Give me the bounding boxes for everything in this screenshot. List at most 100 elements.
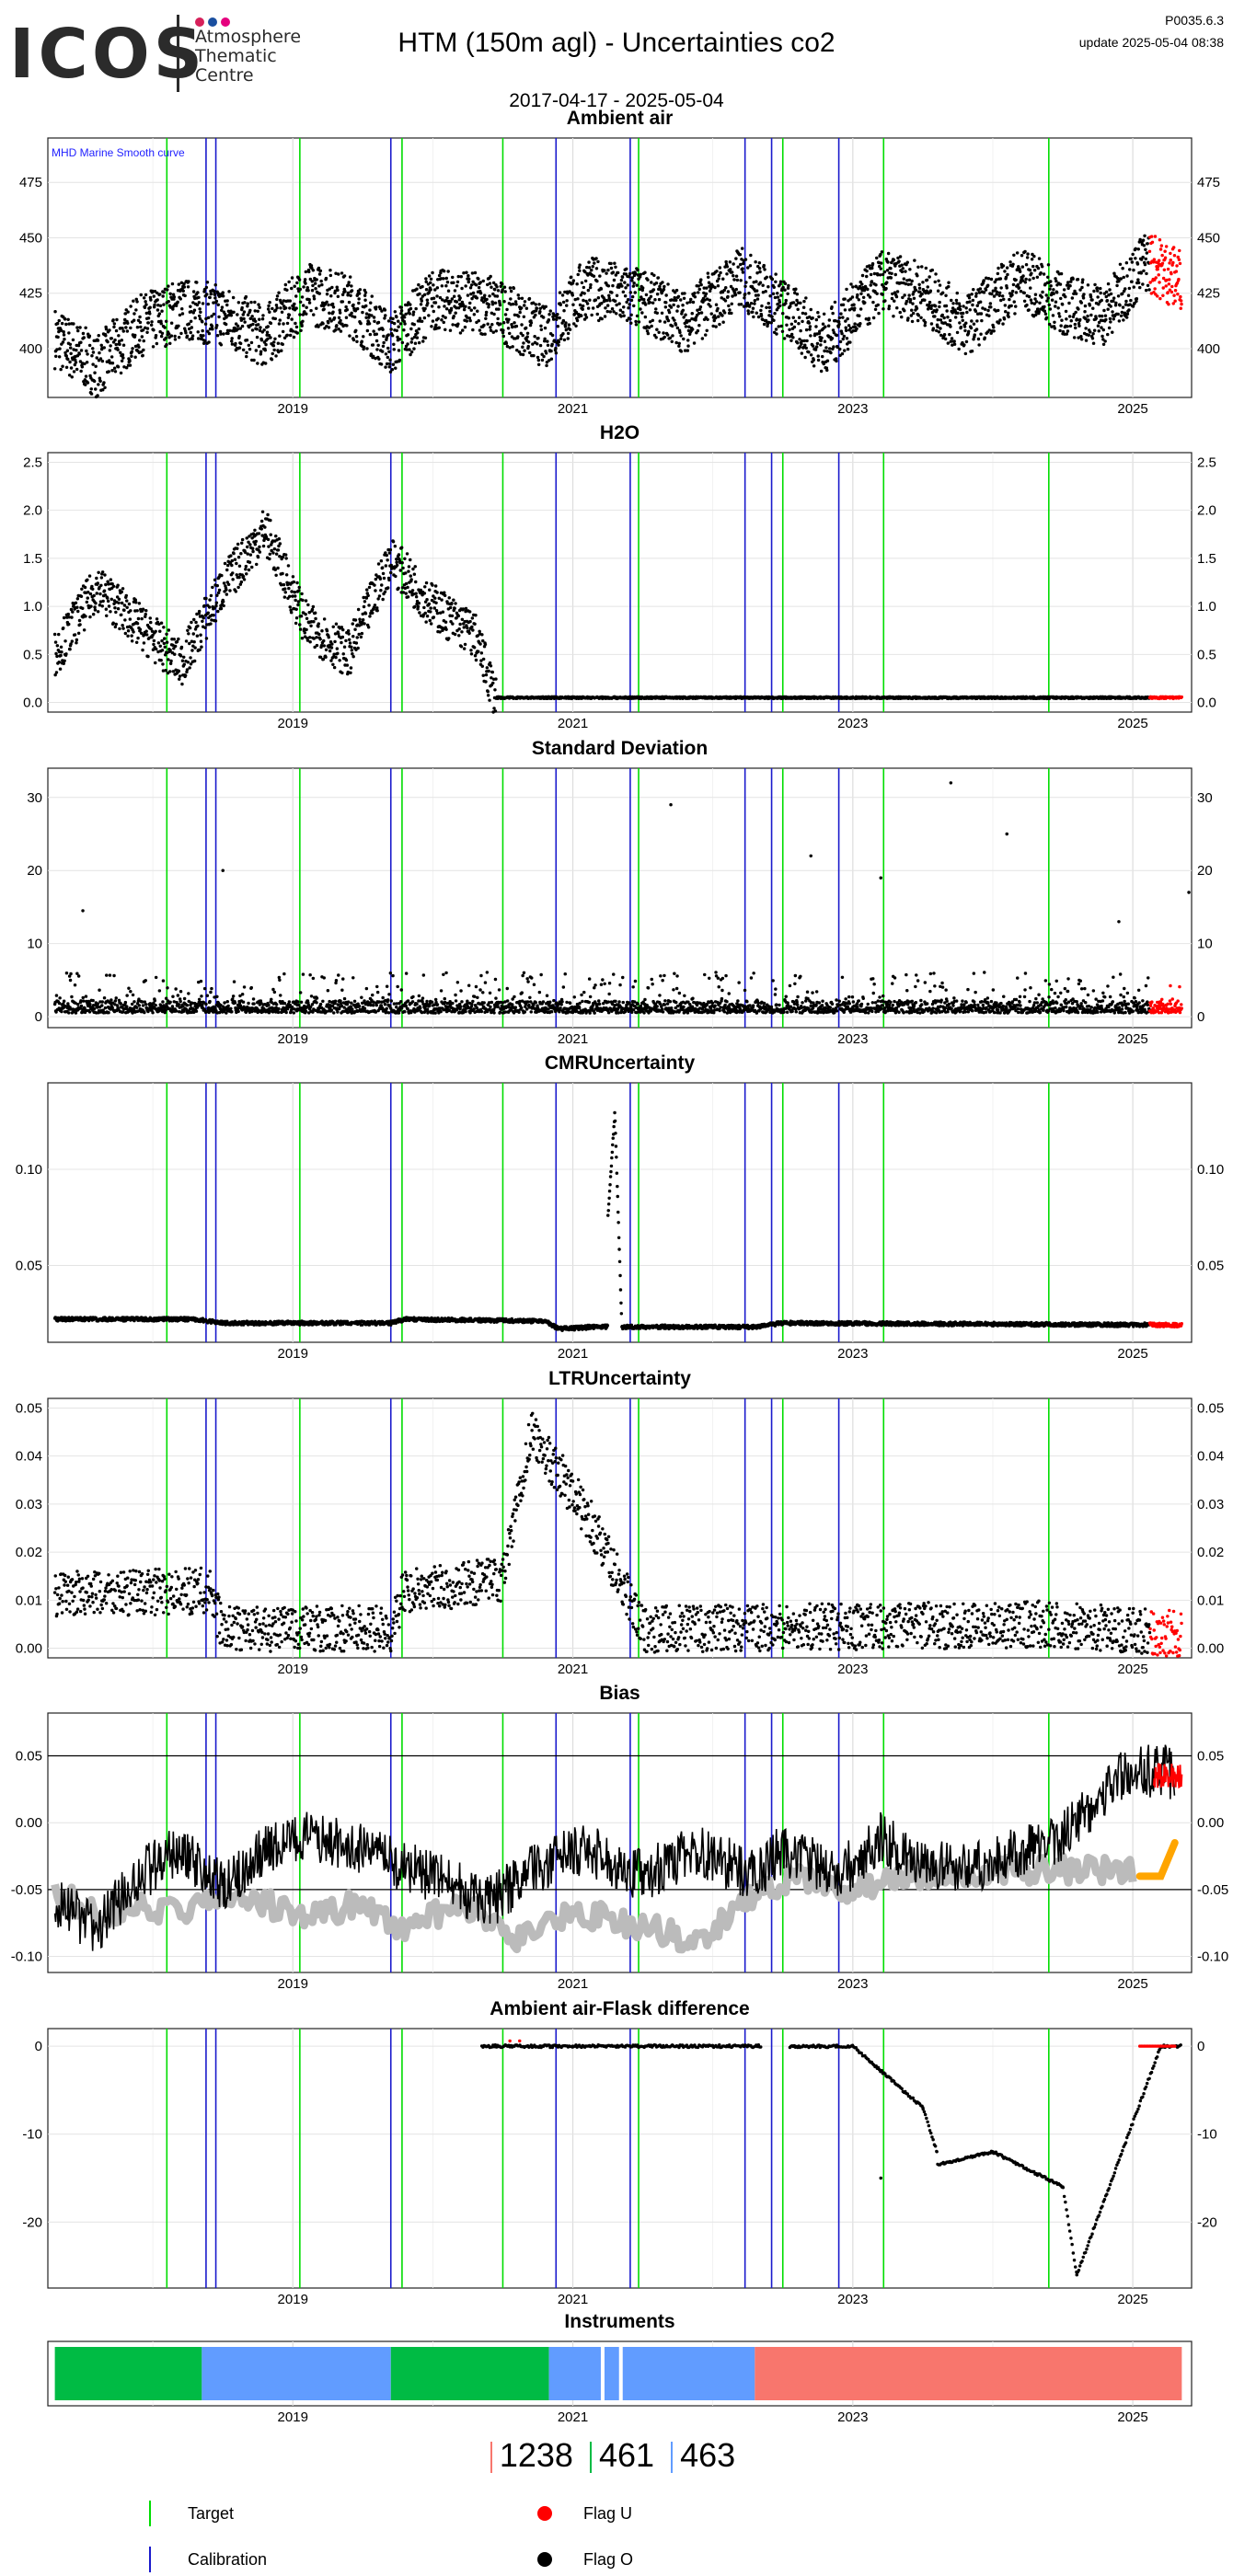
instrument-gap xyxy=(618,2347,623,2400)
x-tick-label: 2023 xyxy=(837,1346,868,1362)
panel-title: LTRUncertainty xyxy=(548,1368,691,1389)
instrument-gap xyxy=(600,2347,605,2400)
logo-word: ICOS xyxy=(9,15,207,94)
flag-u-points xyxy=(1147,983,1183,1015)
legend-calibration: Calibration xyxy=(188,2550,268,2569)
flag-u-points xyxy=(1148,1608,1183,1658)
y-tick-label: 1.5 xyxy=(23,551,42,567)
x-tick-label: 2025 xyxy=(1117,716,1147,731)
x-tick-label: 2019 xyxy=(278,716,308,731)
y-tick-label: 0.00 xyxy=(16,1815,42,1831)
y-tick-label: 0.5 xyxy=(23,647,42,662)
y-tick-label-right: 0.05 xyxy=(1197,1400,1224,1416)
y-tick-label: 0 xyxy=(35,1009,42,1025)
version-label: P0035.6.3 xyxy=(1165,13,1224,28)
y-tick-label: -0.05 xyxy=(11,1882,42,1898)
y-tick-label-right: 2.5 xyxy=(1197,454,1216,470)
y-tick-label: 2.5 xyxy=(23,454,42,470)
date-range: 2017-04-17 - 2025-05-04 xyxy=(509,90,724,111)
instrument-segment xyxy=(755,2347,1182,2400)
logo-dot xyxy=(208,17,217,27)
chart-panel-1: H2O 2019 2021 2023 2025 0.0 0.0 0.5 0.5 1.0 1.0 1.5… xyxy=(23,422,1216,731)
y-tick-label-right: 0.02 xyxy=(1197,1545,1224,1560)
x-tick-label: 2025 xyxy=(1117,401,1147,417)
x-tick-label: 2025 xyxy=(1117,1031,1147,1047)
instrument-counts: 1238 461 463 xyxy=(0,2436,1233,2475)
panel-frame xyxy=(47,452,1193,713)
y-tick-label-right: 450 xyxy=(1197,230,1220,246)
x-tick-label: 2021 xyxy=(558,2409,588,2425)
flag-o-points xyxy=(52,234,1151,399)
y-tick-label: -10 xyxy=(22,2127,42,2143)
y-tick-label-right: 475 xyxy=(1197,175,1220,190)
instrument-segment xyxy=(54,2347,202,2400)
y-tick-label: 0.05 xyxy=(16,1400,42,1416)
y-tick-label-right: 0.03 xyxy=(1197,1497,1224,1512)
x-tick-label: 2021 xyxy=(558,2292,588,2307)
y-tick-label-right: 0 xyxy=(1197,2039,1204,2054)
count-marker xyxy=(490,2442,492,2474)
x-tick-label: 2019 xyxy=(278,1346,308,1362)
instrument-segment xyxy=(202,2347,391,2400)
y-tick-label: 475 xyxy=(19,175,42,190)
flag-u-points xyxy=(508,2039,1177,2048)
x-tick-label: 2019 xyxy=(278,2292,308,2307)
logo-text: Atmosphere Thematic Centre xyxy=(195,28,301,86)
panel-title: Standard Deviation xyxy=(532,738,708,759)
flag-o-points xyxy=(52,510,1151,714)
icos-logo: ICOS Atmosphere Thematic Centre xyxy=(9,11,313,94)
x-tick-label: 2021 xyxy=(558,1976,588,1992)
flag-u-points xyxy=(1147,695,1183,701)
y-tick-label-right: 0.04 xyxy=(1197,1449,1224,1465)
y-tick-label-right: -0.10 xyxy=(1197,1949,1228,1965)
logo-dot xyxy=(195,17,204,27)
x-tick-label: 2019 xyxy=(278,1031,308,1047)
x-tick-label: 2023 xyxy=(837,716,868,731)
x-tick-label: 2023 xyxy=(837,2292,868,2307)
x-tick-label: 2025 xyxy=(1117,1976,1147,1992)
y-tick-label-right: -10 xyxy=(1197,2127,1217,2143)
panel-frame xyxy=(47,1397,1193,1659)
x-tick-label: 2019 xyxy=(278,1662,308,1677)
count-value: 463 xyxy=(680,2436,736,2474)
y-tick-label: -20 xyxy=(22,2214,42,2230)
y-tick-label: 0.02 xyxy=(16,1545,42,1560)
x-tick-label: 2023 xyxy=(837,2409,868,2425)
logo-line: Thematic xyxy=(195,46,277,66)
panel-title: H2O xyxy=(600,422,640,443)
legend-flag-o: Flag O xyxy=(583,2550,634,2569)
x-tick-label: 2023 xyxy=(837,1031,868,1047)
x-tick-label: 2021 xyxy=(558,401,588,417)
chart-panel-0: Ambient air 2019 2021 2023 2025 400 400 425 425 4… xyxy=(19,108,1220,417)
x-tick-label: 2025 xyxy=(1117,2409,1147,2425)
x-tick-label: 2021 xyxy=(558,1662,588,1677)
y-tick-label-right: 0.05 xyxy=(1197,1258,1224,1273)
chart-panel-3: CMRUncertainty 2019 2021 2023 2025 0.05 0.05 0.… xyxy=(16,1052,1224,1362)
instrument-segment xyxy=(548,2347,755,2400)
update-label: update 2025-05-04 08:38 xyxy=(1078,35,1224,50)
y-tick-label-right: 400 xyxy=(1197,341,1220,357)
y-tick-label-right: 10 xyxy=(1197,937,1213,952)
calibration-line-icon xyxy=(149,2547,151,2572)
logo-dots xyxy=(195,15,234,27)
y-tick-label-right: 30 xyxy=(1197,790,1213,806)
y-tick-label-right: -20 xyxy=(1197,2214,1217,2230)
legend-flag-u: Flag U xyxy=(583,2504,633,2523)
bias-flag-u-series xyxy=(1152,1763,1183,1789)
y-tick-label-right: 1.0 xyxy=(1197,599,1216,615)
x-tick-label: 2025 xyxy=(1117,2292,1147,2307)
y-tick-label: 450 xyxy=(19,230,42,246)
count-value: 1238 xyxy=(499,2436,573,2474)
x-tick-label: 2025 xyxy=(1117,1662,1147,1677)
y-tick-label: 0.03 xyxy=(16,1497,42,1512)
x-tick-label: 2019 xyxy=(278,2409,308,2425)
header: ICOS Atmosphere Thematic Centre HTM (150… xyxy=(0,0,1233,111)
y-tick-label-right: 0.0 xyxy=(1197,696,1216,711)
y-tick-label-right: 2.0 xyxy=(1197,503,1216,519)
bias-series xyxy=(53,1744,1176,1951)
flag-o-points xyxy=(52,1110,1151,1332)
panel-frame xyxy=(47,1712,1193,1973)
y-tick-label-right: 1.5 xyxy=(1197,551,1216,567)
y-tick-label-right: 425 xyxy=(1197,286,1220,302)
chart-panel-6: Ambient air-Flask difference 2019 2021 2023… xyxy=(22,1998,1216,2307)
